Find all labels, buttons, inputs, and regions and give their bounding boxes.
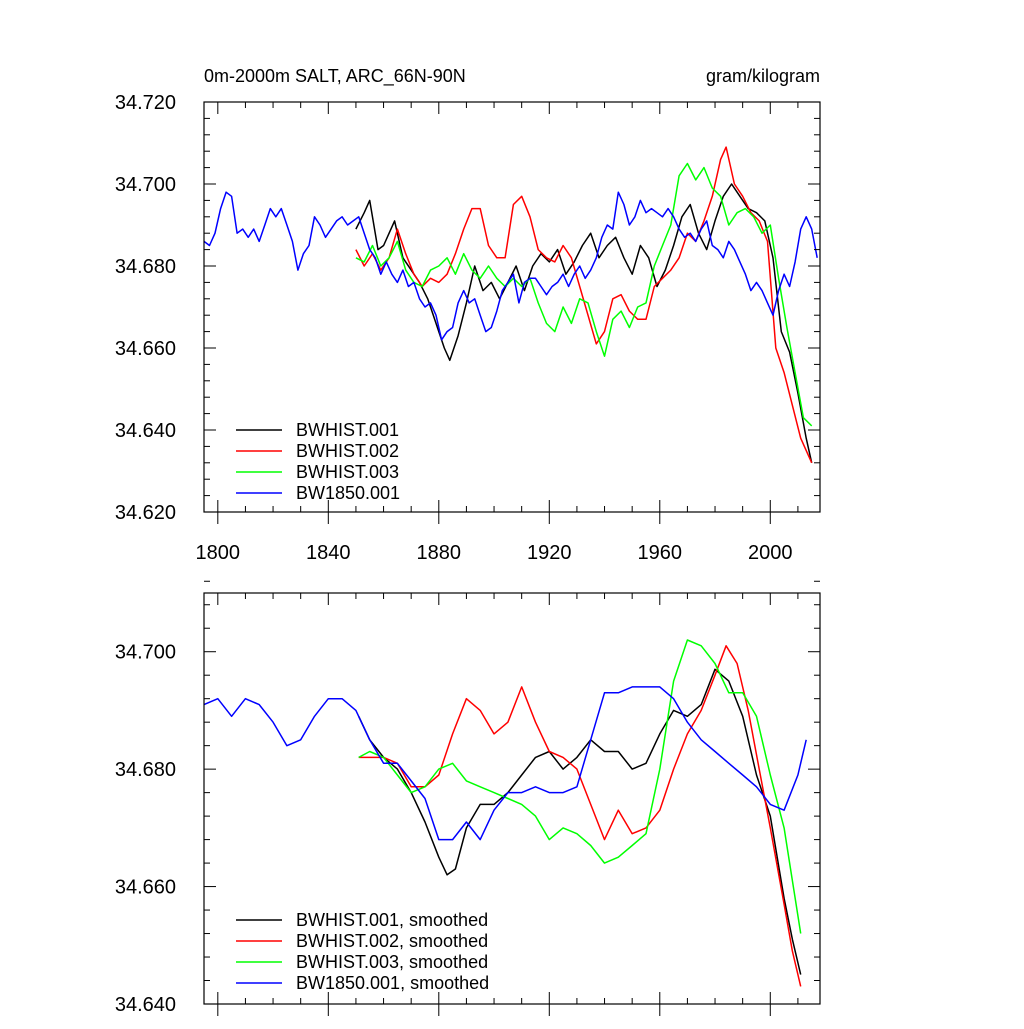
legend-label-4: BW1850.001 [296, 483, 400, 503]
x-tick-label: 1800 [196, 542, 241, 564]
plot-frame [203, 101, 821, 513]
y-tick-label: 34.680 [115, 759, 176, 781]
y-tick-label: 34.680 [115, 256, 176, 278]
series-line-4 [203, 686, 807, 841]
panel-title-left: 0m-2000m SALT, ARC_66N-90N [204, 66, 466, 87]
legend-label-3: BWHIST.003 [296, 462, 399, 482]
x-tick-label: 1920 [527, 542, 572, 564]
legend-label-1: BWHIST.001 [296, 420, 399, 440]
series-line-3 [355, 162, 813, 427]
legend-label-2: BWHIST.002, smoothed [296, 931, 488, 951]
y-tick-label: 34.700 [115, 642, 176, 664]
y-tick-label: 34.660 [115, 877, 176, 899]
panel-title-units: gram/kilogram [706, 66, 820, 86]
bottom-panel: 34.640 34.660 34.680 34.700 BWHIST.001, smoo… [115, 580, 821, 1016]
legend-label-4: BW1850.001, smoothed [296, 973, 489, 993]
y-tick-label: 34.720 [115, 92, 176, 114]
series-line-4 [203, 191, 818, 341]
x-tick-label: 1840 [306, 542, 351, 564]
y-tick-label: 34.640 [115, 994, 176, 1016]
plot-frame [203, 592, 821, 1005]
series-line-1 [355, 183, 813, 463]
legend-label-1: BWHIST.001, smoothed [296, 910, 488, 930]
legend-label-3: BWHIST.003, smoothed [296, 952, 488, 972]
x-tick-label: 1960 [638, 542, 683, 564]
series-line-3 [358, 639, 802, 934]
legend-label-2: BWHIST.002 [296, 441, 399, 461]
y-tick-label: 34.640 [115, 420, 176, 442]
y-tick-label: 34.700 [115, 174, 176, 196]
series-line-2 [358, 645, 802, 987]
x-tick-label: 1880 [417, 542, 462, 564]
y-tick-label: 34.660 [115, 338, 176, 360]
y-tick-label: 34.620 [115, 502, 176, 524]
x-tick-label: 2000 [748, 542, 793, 564]
top-panel: 0m-2000m SALT, ARC_66N-90N gram/kilogram… [115, 66, 821, 564]
